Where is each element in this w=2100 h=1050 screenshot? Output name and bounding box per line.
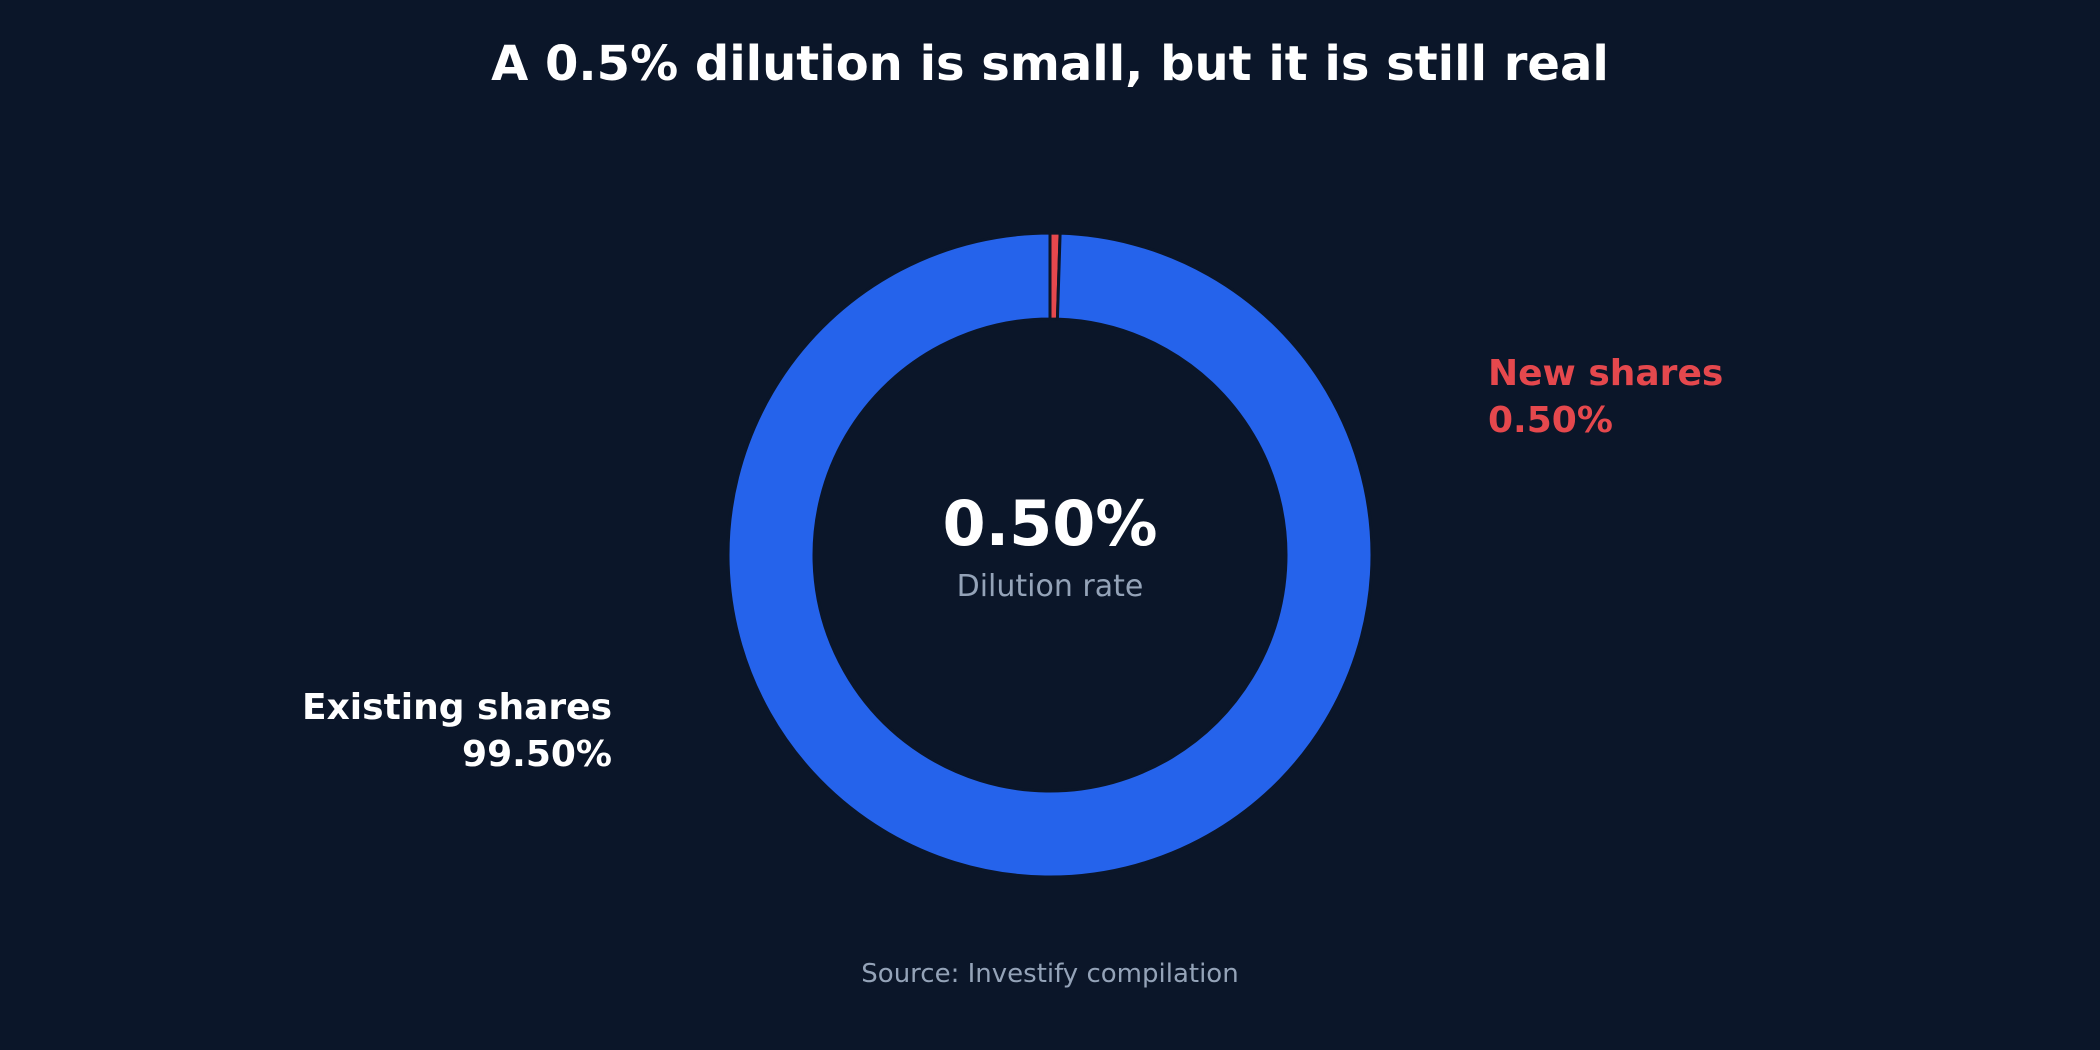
- donut-slices: [726, 231, 1374, 879]
- center-value: 0.50%: [942, 487, 1157, 560]
- slice-label-existing-shares: Existing shares 99.50%: [302, 687, 612, 775]
- slice-label-new-shares-name: New shares: [1488, 353, 1723, 394]
- slice-label-new-shares: New shares 0.50%: [1488, 353, 1723, 441]
- slice-label-existing-shares-value: 99.50%: [462, 734, 612, 775]
- center-label: Dilution rate: [957, 569, 1144, 604]
- slice-label-new-shares-value: 0.50%: [1488, 400, 1613, 441]
- chart-title: A 0.5% dilution is small, but it is stil…: [491, 36, 1609, 92]
- source-note: Source: Investify compilation: [861, 959, 1238, 989]
- slice-label-existing-shares-name: Existing shares: [302, 687, 612, 728]
- donut-slice-existing-shares: [726, 231, 1374, 879]
